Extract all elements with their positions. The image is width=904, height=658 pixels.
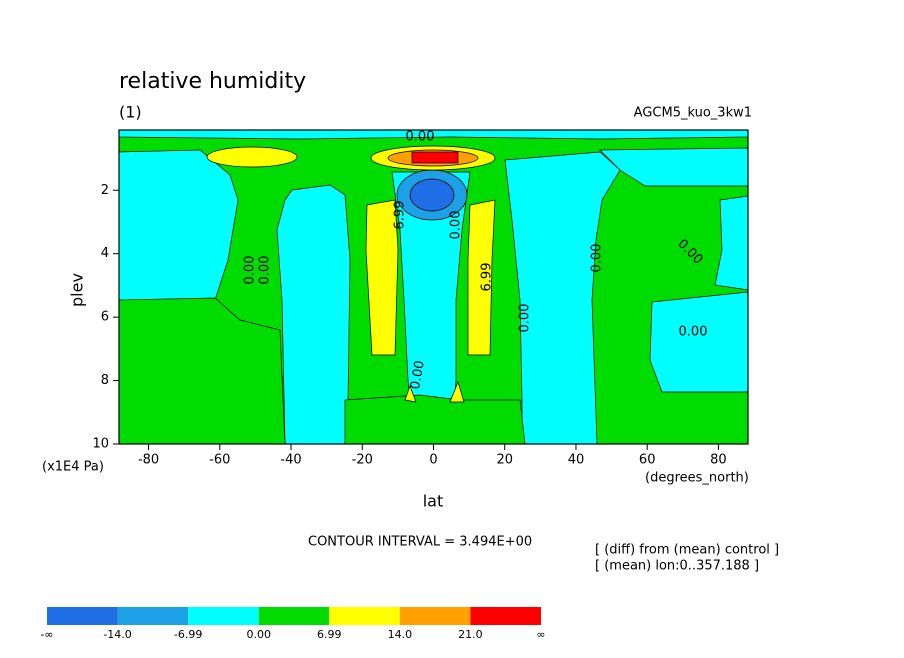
contour-region — [467, 199, 496, 356]
contour-region — [344, 394, 526, 445]
colorbar-box — [47, 607, 118, 625]
colorbar-box — [258, 607, 330, 625]
contour-label: 0.00 — [258, 256, 273, 285]
x-axis-label: lat — [423, 492, 444, 511]
x-tick-label: -40 — [280, 453, 301, 468]
colorbar-label: 0.00 — [246, 628, 271, 641]
chart-title: relative humidity — [119, 69, 306, 94]
x-tick-label: 80 — [710, 453, 727, 468]
note: [ (diff) from (mean) control ] — [595, 543, 779, 558]
x-tick-label: 0 — [429, 453, 437, 468]
colorbar-label: 14.0 — [388, 628, 413, 641]
colorbar-box — [399, 607, 471, 625]
colorbar-label: -∞ — [40, 628, 53, 641]
contour-region — [714, 195, 749, 291]
colorbar-box — [188, 607, 259, 625]
contour-region — [649, 291, 749, 393]
x-tick-label: -20 — [352, 453, 373, 468]
y-tick-label: 4 — [101, 246, 109, 261]
contour-label: 0.00 — [679, 325, 708, 340]
contour-label: 0.00 — [590, 244, 605, 273]
contour-region — [404, 384, 417, 403]
contour-label: 0.00 — [243, 256, 258, 285]
x-tick-label: 40 — [568, 453, 585, 468]
colorbar-box — [117, 607, 189, 625]
contour-label: 0.00 — [406, 130, 435, 145]
y-tick-label: 8 — [101, 373, 109, 388]
subtitle: (1) — [119, 103, 142, 122]
colorbar-box — [470, 607, 541, 625]
note: [ (mean) lon:0..357.188 ] — [595, 559, 759, 574]
contour-region — [365, 199, 399, 356]
y-axis-label: plev — [68, 273, 87, 307]
contour-field: 0.006.99 0.006.990.00 0.00 0.000.000.000.00… — [118, 130, 749, 445]
run-label: AGCM5_kuo_3kw1 — [634, 106, 752, 121]
contour-region — [411, 151, 459, 164]
colorbar-label: -14.0 — [103, 628, 131, 641]
colorbar-label: 6.99 — [317, 628, 342, 641]
contour-region — [276, 184, 351, 445]
y-tick-label: 6 — [101, 310, 109, 325]
colorbar-label: -6.99 — [174, 628, 202, 641]
y-tick-label: 10 — [92, 437, 109, 452]
x-tick-label: 60 — [639, 453, 656, 468]
contour-region — [206, 146, 298, 168]
x-tick-label: 20 — [496, 453, 513, 468]
x-tick-label: -80 — [138, 453, 159, 468]
contour-region — [409, 178, 455, 212]
contour-label: 0.00 — [518, 304, 533, 333]
colorbar-label: 21.0 — [458, 628, 483, 641]
colorbar-box — [329, 607, 400, 625]
contour-interval: CONTOUR INTERVAL = 3.494E+00 — [308, 535, 532, 550]
contour-label: 0.00 — [449, 211, 464, 240]
contour-region — [449, 380, 465, 403]
contour-region — [599, 147, 749, 187]
y-tick-label: 2 — [101, 183, 109, 198]
contour-label: 6.99 — [393, 201, 408, 230]
x-axis-unit: (degrees_north) — [645, 471, 749, 486]
colorbar-label: ∞ — [536, 628, 545, 641]
x-tick-label: -60 — [209, 453, 230, 468]
contour-label: 0.00 — [408, 359, 428, 390]
contour-label: 6.99 — [480, 263, 495, 292]
y-axis-unit: (x1E4 Pa) — [42, 460, 104, 475]
contour-region — [118, 149, 239, 306]
